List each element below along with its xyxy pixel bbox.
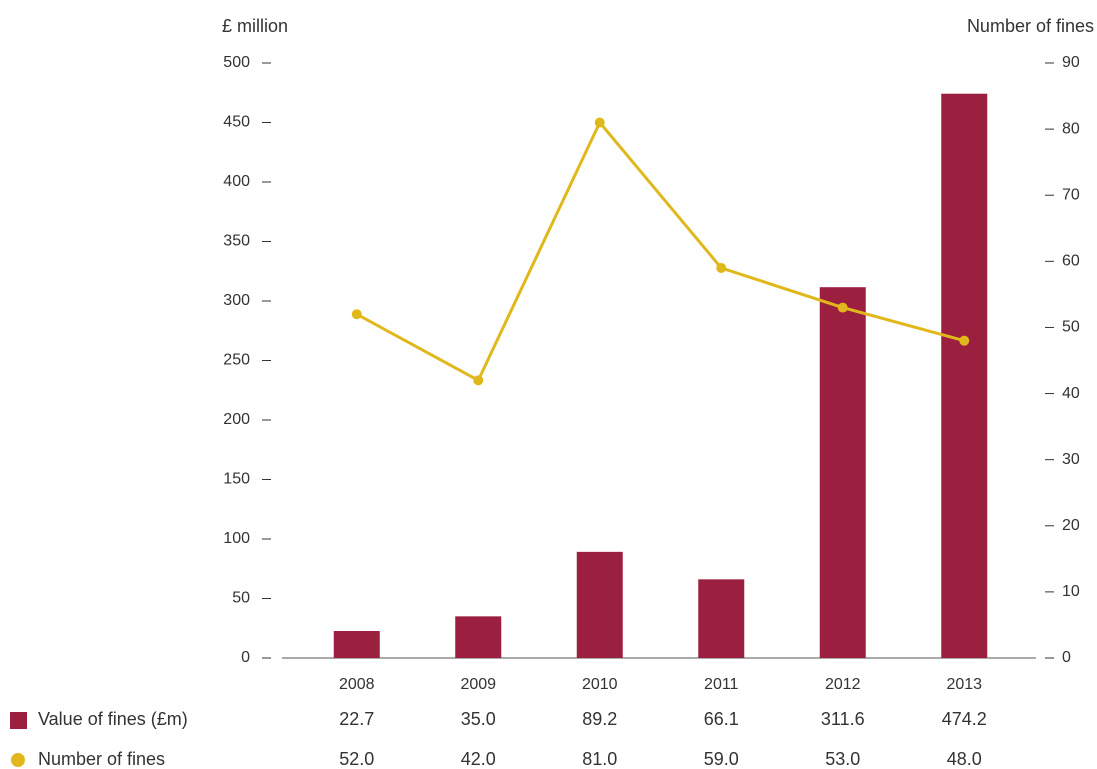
y2-tick-label: 80 <box>1062 120 1080 137</box>
y-tick-label: 150 <box>223 471 250 488</box>
data-label: 52.0 <box>339 749 374 769</box>
data-label: 311.6 <box>821 709 865 729</box>
bar <box>333 630 380 658</box>
y-tick-label: 300 <box>223 292 250 309</box>
y2-tick-label: 0 <box>1062 649 1071 666</box>
data-label: 81.0 <box>582 749 617 769</box>
y2-tick-label: 10 <box>1062 583 1080 600</box>
y2-tick-label: 30 <box>1062 451 1080 468</box>
legend-swatch <box>10 712 27 729</box>
point <box>594 117 605 128</box>
bar <box>455 616 502 658</box>
legend-label: Value of fines (£m) <box>38 709 188 729</box>
point <box>473 375 484 386</box>
point <box>716 262 727 273</box>
data-label: 474.2 <box>942 709 987 729</box>
y-tick-label: 50 <box>232 590 250 607</box>
line <box>356 119 965 383</box>
data-label: 48.0 <box>947 749 982 769</box>
x-tick-label: 2010 <box>582 676 618 693</box>
y2-tick-label: 50 <box>1062 319 1080 336</box>
legend-swatch <box>11 753 25 767</box>
data-label: 89.2 <box>582 709 617 729</box>
bar <box>819 287 866 658</box>
data-label: 59.0 <box>704 749 739 769</box>
legend-label: Number of fines <box>38 749 165 769</box>
point <box>837 302 848 313</box>
y2-axis-title: Number of fines <box>967 16 1094 36</box>
y-tick-label: 400 <box>223 173 250 190</box>
y2-tick-label: 70 <box>1062 186 1080 203</box>
data-label: 22.7 <box>339 709 374 729</box>
y-tick-label: 250 <box>223 352 250 369</box>
x-tick-label: 2008 <box>339 676 375 693</box>
point <box>351 309 362 320</box>
point <box>959 335 970 346</box>
bar <box>698 579 745 658</box>
y-tick-label: 350 <box>223 233 250 250</box>
y2-tick-label: 90 <box>1062 54 1080 71</box>
data-label: 66.1 <box>704 709 739 729</box>
y2-tick-label: 60 <box>1062 253 1080 270</box>
data-label: 35.0 <box>461 709 496 729</box>
y2-tick-label: 40 <box>1062 385 1080 402</box>
bar <box>941 93 988 658</box>
y-tick-label: 200 <box>223 411 250 428</box>
y-tick-label: 0 <box>241 649 250 666</box>
y2-tick-label: 20 <box>1062 517 1080 534</box>
y-tick-label: 500 <box>223 54 250 71</box>
x-tick-label: 2011 <box>704 676 739 693</box>
x-tick-label: 2009 <box>460 676 496 693</box>
x-tick-label: 2013 <box>946 676 982 693</box>
y-axis-title: £ million <box>222 16 288 36</box>
data-label: 42.0 <box>461 749 496 769</box>
data-label: 53.0 <box>825 749 860 769</box>
y-tick-label: 450 <box>223 114 250 131</box>
y-tick-label: 100 <box>223 530 250 547</box>
x-tick-label: 2012 <box>825 676 861 693</box>
bar <box>576 551 623 658</box>
